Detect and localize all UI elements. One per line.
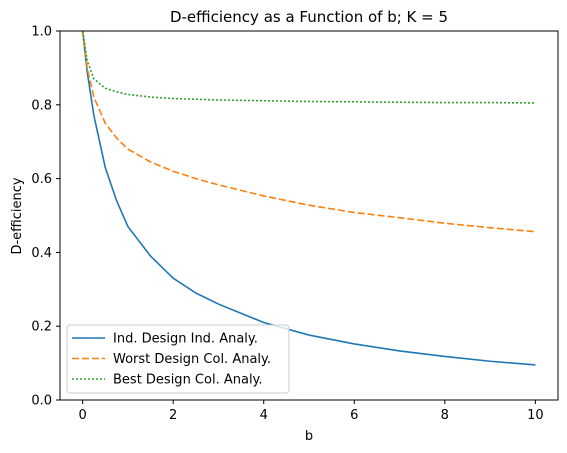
x-axis-label: b (305, 429, 313, 444)
x-tick-label: 10 (527, 408, 544, 423)
x-tick-label: 4 (260, 408, 268, 423)
plot-area (81, 30, 536, 366)
legend-label: Ind. Design Ind. Analy. (113, 332, 258, 347)
legend-label: Best Design Col. Analy. (113, 373, 263, 388)
y-tick-label: 0.0 (31, 394, 52, 409)
plot-frame (59, 30, 559, 401)
x-tick-label: 0 (78, 408, 86, 423)
series-line-3 (81, 30, 536, 104)
y-tick-label: 0.8 (31, 98, 52, 113)
y-tick-label: 1.0 (31, 25, 52, 40)
series-line-1 (81, 30, 536, 366)
x-axis: 0 2 4 6 8 10 (78, 400, 544, 423)
y-axis-label: D-efficiency (10, 177, 25, 254)
series-line-2 (81, 30, 536, 233)
chart-title: D-efficiency as a Function of b; K = 5 (170, 8, 448, 26)
x-tick-label: 6 (350, 408, 358, 423)
y-axis: 0.0 0.2 0.4 0.6 0.8 1.0 (31, 25, 60, 409)
y-tick-label: 0.4 (31, 246, 52, 261)
x-tick-label: 8 (441, 408, 449, 423)
legend-label: Worst Design Col. Analy. (113, 352, 271, 367)
y-tick-label: 0.2 (31, 320, 52, 335)
x-tick-label: 2 (169, 408, 177, 423)
legend: Ind. Design Ind. Analy. Worst Design Col.… (66, 324, 290, 394)
legend-box (66, 324, 290, 394)
y-tick-label: 0.6 (31, 172, 52, 187)
